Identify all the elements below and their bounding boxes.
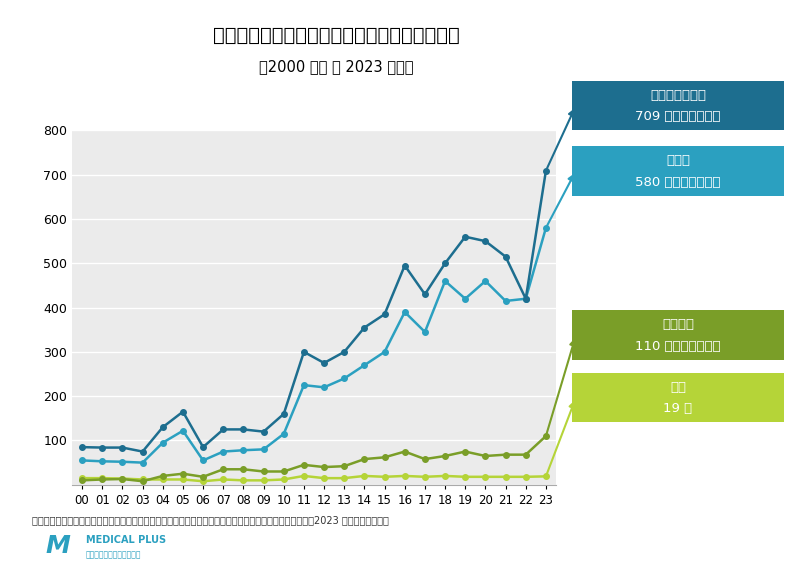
Text: 110 件（過去最多）: 110 件（過去最多） [635,340,721,353]
Text: （2000 年度 〜 2023 年度）: （2000 年度 〜 2023 年度） [258,60,414,74]
Text: 歯科医院: 歯科医院 [662,319,694,331]
Text: 医療機関　合計: 医療機関 合計 [650,89,706,101]
Text: 病院: 病院 [670,381,686,393]
Text: M: M [46,534,71,558]
Text: 709 件（過去最多）: 709 件（過去最多） [635,111,721,123]
Text: 株式会社メディカルプラス: 株式会社メディカルプラス [86,550,142,559]
Text: 580 件（過去最多）: 580 件（過去最多） [635,176,721,188]
Text: 医療機関経営事業者の休廃業・解散件数の推移: 医療機関経営事業者の休廃業・解散件数の推移 [213,26,459,45]
Text: 19 件: 19 件 [663,403,693,415]
Text: MEDICAL PLUS: MEDICAL PLUS [86,535,166,545]
Text: 診療所: 診療所 [666,154,690,167]
Text: ＊医療機関経営事業者の休廃業・解散件数の推移（出典：帝国データバンク「医療機関の『休廃業・解散』2023 年度　動向調査」: ＊医療機関経営事業者の休廃業・解散件数の推移（出典：帝国データバンク「医療機関の… [32,515,389,525]
